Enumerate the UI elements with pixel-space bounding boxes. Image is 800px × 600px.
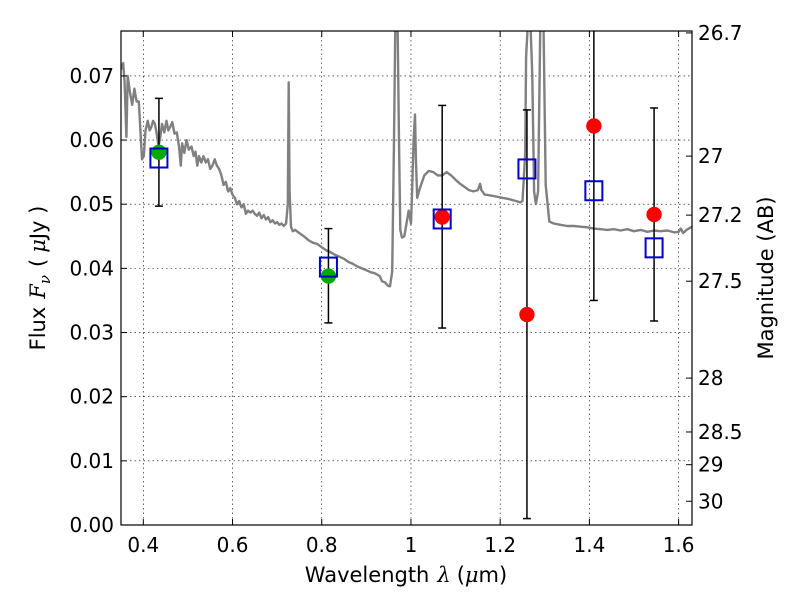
x-tick-label: 1.6 xyxy=(663,533,695,557)
model-photometry-point xyxy=(644,237,664,259)
y-tick-label: 0.07 xyxy=(69,64,114,88)
magnitude-tick-label: 30 xyxy=(698,489,723,513)
observed-point xyxy=(519,306,535,323)
magnitude-tick-label: 29 xyxy=(698,453,723,477)
magnitude-axis-label: Magnitude (AB) xyxy=(754,196,778,359)
x-tick-label: 0.8 xyxy=(306,533,338,557)
y-tick-label: 0.00 xyxy=(69,513,114,537)
magnitude-tick-label: 27.5 xyxy=(698,269,743,293)
observed-point xyxy=(151,144,167,161)
x-axis-label: Wavelength λ (μm) xyxy=(305,563,507,587)
x-tick-label: 1 xyxy=(405,533,418,557)
magnitude-tick-label: 28 xyxy=(698,366,723,390)
y-tick-label: 0.05 xyxy=(69,192,114,216)
magnitude-tick-label: 27 xyxy=(698,144,723,168)
observed-point xyxy=(586,118,602,134)
y-tick-label: 0.04 xyxy=(69,256,114,280)
y-axis-ticks: 0.00 0.01 0.02 0.03 0.04 0.05 0.06 0.07 xyxy=(69,64,127,537)
model-photometry-point xyxy=(432,208,452,230)
observed-point xyxy=(434,209,450,225)
magnitude-axis-ticks: 26.7 27 27.2 27.5 28 28.5 29 30 xyxy=(686,21,743,513)
model-photometry-point xyxy=(517,158,537,180)
x-tick-label: 1.4 xyxy=(573,533,605,557)
magnitude-tick-label: 27.2 xyxy=(698,203,743,227)
model-photometry-point xyxy=(584,180,604,202)
x-axis-ticks: 0.4 0.6 0.8 1 1.2 1.4 1.6 xyxy=(127,31,695,557)
x-tick-label: 1.2 xyxy=(484,533,516,557)
magnitude-tick-label: 28.5 xyxy=(698,420,743,444)
plot-frame xyxy=(120,30,693,526)
y-tick-label: 0.01 xyxy=(69,449,114,473)
y-tick-label: 0.06 xyxy=(69,128,114,152)
y-tick-label: 0.03 xyxy=(69,321,114,345)
y-axis-label: FluxFν(μJy ) xyxy=(26,206,54,351)
x-tick-label: 0.4 xyxy=(127,533,159,557)
model-photometry-point xyxy=(149,147,169,169)
observed-point xyxy=(646,206,662,223)
model-photometry-point xyxy=(318,256,338,278)
magnitude-tick-label: 26.7 xyxy=(698,21,743,45)
x-tick-label: 0.6 xyxy=(217,533,249,557)
model-photometry-points xyxy=(149,147,664,278)
y-tick-label: 0.02 xyxy=(69,385,114,409)
